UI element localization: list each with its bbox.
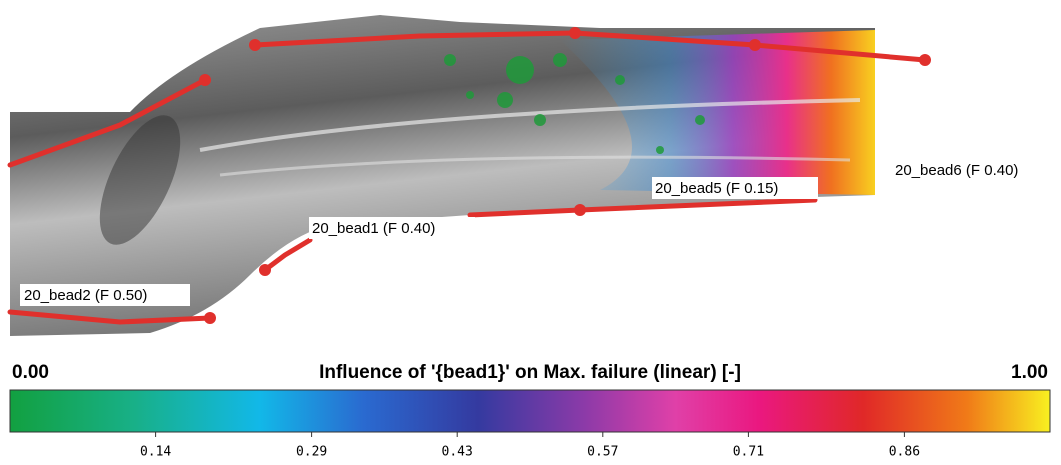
part-surface: [10, 15, 875, 336]
tick-label: 0.29: [296, 445, 327, 460]
colorbar-min: 0.00: [12, 362, 49, 383]
tick-label: 0.86: [889, 445, 920, 460]
bead-label: 20_bead6 (F 0.40): [895, 162, 1018, 179]
colorbar-title: Influence of '{bead1}' on Max. failure (…: [319, 362, 741, 383]
colorbar-max: 1.00: [1011, 362, 1048, 383]
tick-label: 0.14: [140, 445, 171, 460]
colorbar: Influence of '{bead1}' on Max. failure (…: [9, 362, 1051, 460]
bead-label: 20_bead1 (F 0.40): [312, 220, 435, 237]
bead-labels: 20_bead2 (F 0.50) 20_bead1 (F 0.40) 20_b…: [20, 159, 1058, 306]
tick-label: 0.43: [442, 445, 473, 460]
tick-label: 0.71: [733, 445, 764, 460]
bead-label: 20_bead5 (F 0.15): [655, 180, 778, 197]
bead-lines: [7, 27, 931, 325]
tick-label: 0.57: [587, 445, 618, 460]
color-scale: [9, 389, 1051, 433]
bead-label: 20_bead2 (F 0.50): [24, 287, 147, 304]
